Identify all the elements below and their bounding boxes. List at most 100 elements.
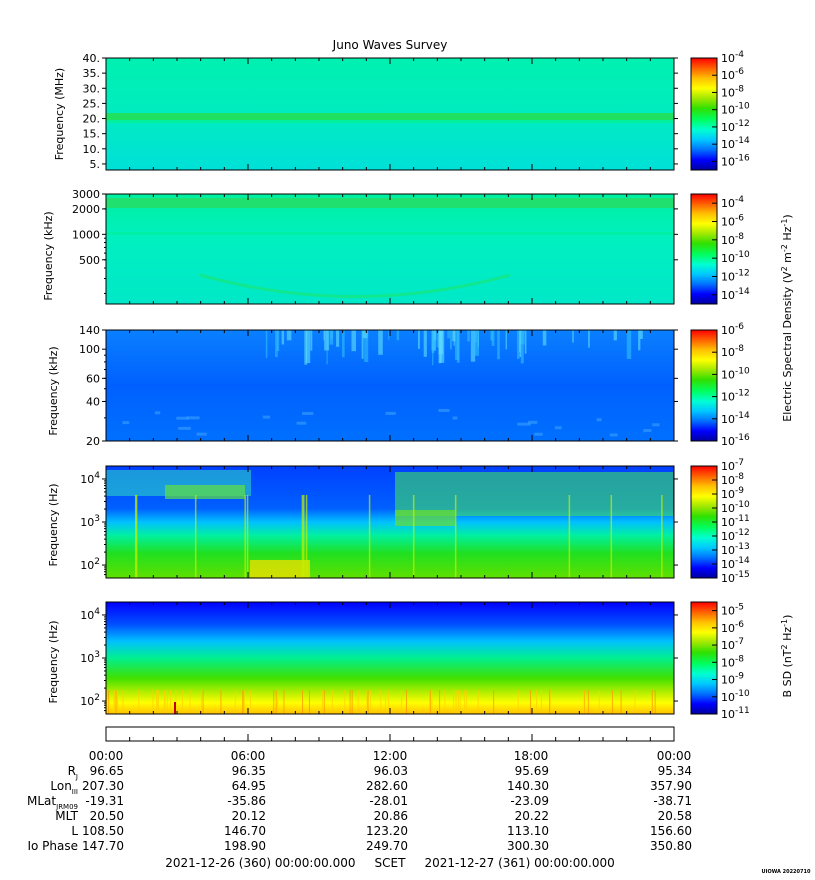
spike-line xyxy=(380,690,382,714)
colorbar-tick-label: 10-13 xyxy=(721,542,750,557)
emission-streak xyxy=(281,330,285,345)
emission-streak xyxy=(432,330,434,366)
emission-streak xyxy=(342,330,345,358)
y-tick-label: 20. xyxy=(83,113,101,126)
y-tick-label: 60 xyxy=(86,372,100,385)
spike-line xyxy=(465,690,467,714)
y-tick-label: 104 xyxy=(80,471,100,486)
y-label-5: Frequency (Hz) xyxy=(47,621,60,704)
impulse-line xyxy=(134,495,137,578)
colorbar-tick-label: 10-16 xyxy=(721,153,750,168)
emission-streak xyxy=(276,330,280,352)
spike-line xyxy=(587,690,589,714)
colorbar-tick-label: 10-12 xyxy=(721,528,750,543)
y-tick-label: 1000 xyxy=(72,228,100,241)
y-tick-label: 40. xyxy=(83,52,101,65)
spike-line xyxy=(122,690,124,714)
red-spike xyxy=(174,702,176,714)
y-tick-label: 102 xyxy=(80,557,100,572)
emission-streak xyxy=(491,330,495,346)
spike-line xyxy=(301,690,303,714)
spike-line xyxy=(116,690,118,714)
time-label: 00:00 xyxy=(657,749,692,763)
colorbar-tick-label: 10-9 xyxy=(721,672,744,687)
y-label-3: Frequency (kHz) xyxy=(47,346,60,435)
y-axis-1: 5. 10. 15. 20. 25. 30. 35. 40. xyxy=(83,52,678,171)
spike-line xyxy=(431,690,433,714)
spike-line xyxy=(202,690,204,714)
colorbar-tick-label: 10-11 xyxy=(721,514,750,529)
y-tick-label: 500 xyxy=(79,254,100,267)
emission-streak xyxy=(336,330,340,347)
magnetic-colorbar-label: B SD (nT2 Hz-1) xyxy=(780,615,794,698)
spike-line xyxy=(243,690,245,714)
colorbar-tick-label: 10-12 xyxy=(721,269,750,284)
emission-streak xyxy=(516,330,520,360)
colorbar-tick-label: 10-14 xyxy=(721,287,750,302)
impulse-line xyxy=(305,495,308,578)
emission-streak xyxy=(456,330,460,363)
spike-line xyxy=(156,690,158,714)
impulse-line xyxy=(412,495,415,578)
y-axis-3: 20 40 60 100 140 xyxy=(79,324,678,448)
ephemeris-row-label: L xyxy=(71,824,78,838)
ephemeris-value: 64.95 xyxy=(232,779,266,793)
ephemeris-value: 96.65 xyxy=(90,764,124,778)
emission-streak xyxy=(626,330,632,359)
colorbar-tick-label: 10-14 xyxy=(721,411,750,426)
emission-streak xyxy=(542,330,547,346)
spectrogram-3 xyxy=(106,330,674,441)
y-tick-label: 100 xyxy=(79,343,100,356)
x-axis-1 xyxy=(105,58,675,170)
x-axis-3 xyxy=(105,330,675,441)
spike-line xyxy=(351,690,353,714)
emission-patch xyxy=(296,421,307,425)
emission-streak xyxy=(524,330,527,354)
emission-streak xyxy=(364,330,369,363)
spike-line xyxy=(189,690,191,714)
y-tick-label: 3000 xyxy=(72,188,100,201)
y-tick-label: 104 xyxy=(80,607,100,622)
emission-streak xyxy=(572,330,574,343)
emission-streak xyxy=(361,330,364,359)
spike-line xyxy=(331,690,333,714)
y-tick-label: 103 xyxy=(80,650,100,665)
emission-features-3 xyxy=(122,330,660,437)
emission-streak xyxy=(639,330,643,339)
colorbar-tick-label: 10-7 xyxy=(721,458,744,473)
emission-streak xyxy=(588,330,590,348)
colorbar-1 xyxy=(690,57,718,171)
ephemeris-row-label: MLT xyxy=(55,809,78,823)
ephemeris-value: 95.69 xyxy=(515,764,549,778)
colorbar-tick-label: 10-11 xyxy=(721,706,750,721)
ephemeris-value: 300.30 xyxy=(507,839,549,853)
spike-line xyxy=(549,690,551,714)
ephemeris-value: 95.34 xyxy=(658,764,692,778)
spike-line xyxy=(464,690,466,714)
emission-patch xyxy=(438,408,450,412)
ephemeris-value: 207.30 xyxy=(82,779,124,793)
y-tick-label: 103 xyxy=(80,514,100,529)
spike-line xyxy=(156,690,158,714)
spike-line xyxy=(366,690,368,714)
colorbar-tick-label: 10-5 xyxy=(721,603,744,618)
emission-patch xyxy=(301,411,314,415)
emission-patch xyxy=(178,426,191,430)
spike-line xyxy=(549,690,551,714)
radio-band-20mhz xyxy=(106,113,674,120)
ephemeris-value: 20.50 xyxy=(90,809,124,823)
spike-line xyxy=(370,690,372,714)
spike-line xyxy=(540,690,542,714)
emission-patch xyxy=(596,418,602,422)
colorbar-2 xyxy=(690,193,718,305)
emission-streak xyxy=(490,330,494,341)
spike-line xyxy=(323,690,325,714)
emission-streak xyxy=(520,330,524,364)
time-label: 12:00 xyxy=(373,749,408,763)
y-tick-label: 10. xyxy=(83,143,101,156)
colorbar-5 xyxy=(690,601,718,715)
ephemeris-value: -35.86 xyxy=(227,794,266,808)
spike-line xyxy=(611,690,613,714)
spike-line xyxy=(529,690,531,714)
